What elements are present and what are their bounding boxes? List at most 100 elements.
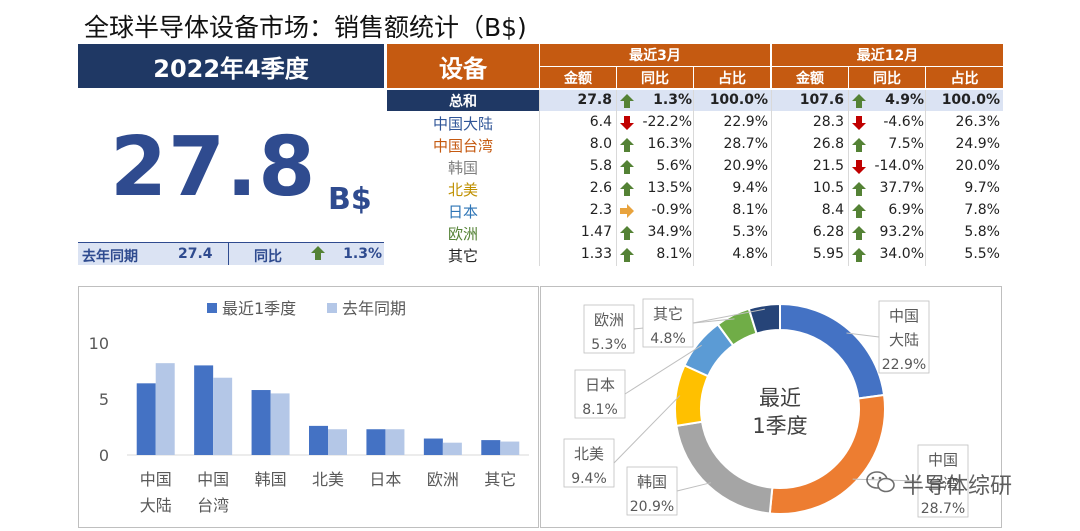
bar — [213, 377, 233, 455]
legend-swatch — [207, 303, 217, 313]
watermark: 半导体综研 — [866, 468, 1012, 500]
yoy-label: 同比 — [254, 249, 282, 265]
donut-leader-line — [846, 332, 880, 338]
donut-label: 欧洲 — [594, 311, 624, 329]
row-label: 韩国 — [447, 159, 478, 177]
table-cell: -0.9% — [651, 202, 692, 218]
column-divider — [925, 90, 926, 266]
table-cell: 5.6% — [656, 158, 692, 174]
donut-label: 中国 — [889, 307, 919, 325]
donut-label-box — [626, 466, 678, 516]
bar — [481, 440, 501, 455]
subheader-share-12m: 占比 — [926, 67, 1003, 88]
up-arrow-icon — [851, 137, 867, 157]
last-year-row: 去年同期 27.4 同比 1.3% — [78, 242, 384, 265]
table-cell: 9.4% — [732, 180, 768, 196]
up-arrow-icon — [619, 93, 635, 113]
legend-label: 最近1季度 — [222, 299, 296, 318]
donut-slice — [747, 302, 781, 335]
table-cell: 20.0% — [955, 158, 1000, 174]
table-cell: 5.8 — [589, 158, 612, 174]
bar — [194, 365, 214, 455]
column-divider — [616, 90, 617, 266]
column-divider — [771, 90, 772, 266]
column-divider — [693, 90, 694, 266]
up-arrow-icon — [619, 247, 635, 267]
donut-label-box — [574, 369, 626, 419]
donut-label: 韩国 — [637, 473, 667, 491]
table-cell: 2.6 — [589, 180, 612, 196]
table-cell: 8.1% — [732, 202, 768, 218]
table-cell: 1.47 — [580, 224, 612, 240]
table-cell: 4.9% — [885, 92, 924, 108]
donut-leader-line — [676, 482, 712, 492]
donut-label: 台湾 — [928, 475, 958, 493]
table-cell: 7.8% — [964, 202, 1000, 218]
wechat-icon — [866, 470, 896, 498]
table-cell: 37.7% — [879, 180, 924, 196]
x-tick-label: 大陆 — [140, 496, 172, 515]
bar — [270, 393, 290, 455]
donut-label: 日本 — [585, 376, 615, 394]
table-cell: 34.9% — [647, 224, 692, 240]
up-arrow-icon — [851, 93, 867, 113]
donut-label-pct: 28.7% — [921, 501, 965, 517]
table-cell: 5.3% — [732, 224, 768, 240]
donut-label-box — [917, 444, 969, 518]
watermark-text: 半导体综研 — [902, 474, 1013, 499]
x-tick-label: 日本 — [369, 470, 401, 489]
x-tick-label: 台湾 — [197, 496, 229, 515]
table-cell: 8.0 — [589, 136, 612, 152]
donut-leader-line — [613, 395, 681, 464]
x-tick-label: 欧洲 — [427, 470, 459, 489]
bar — [442, 442, 462, 455]
table-cell: 6.9% — [888, 202, 924, 218]
bar — [136, 383, 156, 455]
donut-label: 其它 — [653, 305, 683, 323]
table-cell: 20.9% — [723, 158, 768, 174]
bar — [155, 363, 175, 455]
subheader-yoy-3m: 同比 — [617, 67, 693, 88]
bar-chart: 0 5 10 中国大陆 中国台湾 韩国 北美 日本 欧洲 其它 最近1季度 去年同期 — [89, 299, 529, 515]
bar — [366, 429, 386, 455]
column-divider — [539, 90, 540, 266]
yoy-value: 1.3% — [343, 246, 382, 262]
table-cell: 93.2% — [879, 224, 924, 240]
table-cell: 2.3 — [589, 202, 612, 218]
x-tick-label: 韩国 — [255, 470, 287, 489]
table-cell: 8.4 — [821, 202, 844, 218]
donut-label-box — [642, 298, 694, 348]
table-cell: -22.2% — [642, 114, 692, 130]
bar — [328, 429, 347, 455]
table-corner-header: 设备 — [387, 44, 539, 88]
bar — [423, 438, 443, 455]
table-cell: 1.33 — [580, 246, 612, 262]
donut-chart: 最近1季度中国大陆22.9%中国台湾28.7%韩国20.9%北美9.4%日本8.… — [563, 298, 969, 518]
down-arrow-icon — [619, 115, 635, 135]
table-cell: 28.3 — [812, 114, 844, 130]
row-label: 北美 — [447, 181, 478, 199]
row-label: 欧洲 — [447, 225, 478, 243]
table-cell: 107.6 — [799, 92, 844, 108]
table-cell: 13.5% — [647, 180, 692, 196]
up-arrow-icon — [851, 181, 867, 201]
table-cell: 9.7% — [964, 180, 1000, 196]
y-tick-label: 5 — [99, 390, 109, 409]
table-cell: 5.8% — [964, 224, 1000, 240]
table-cell: 100.0% — [709, 92, 768, 108]
row-label-total: 总和 — [387, 90, 539, 111]
bar — [309, 425, 328, 455]
donut-center-label: 最近 — [759, 386, 801, 410]
table-cell: 21.5 — [812, 158, 844, 174]
donut-leader-line — [624, 344, 702, 395]
y-tick-label: 10 — [89, 334, 109, 353]
bar — [500, 441, 520, 455]
table-cell: 6.28 — [812, 224, 844, 240]
legend-label: 去年同期 — [342, 299, 406, 318]
subheader-yoy-12m: 同比 — [849, 67, 925, 88]
x-tick-label: 其它 — [484, 470, 516, 489]
x-tick-label: 中国 — [197, 470, 229, 489]
x-tick-label: 北美 — [312, 470, 344, 489]
donut-leader-line — [692, 308, 765, 324]
table-cell: 7.5% — [888, 136, 924, 152]
